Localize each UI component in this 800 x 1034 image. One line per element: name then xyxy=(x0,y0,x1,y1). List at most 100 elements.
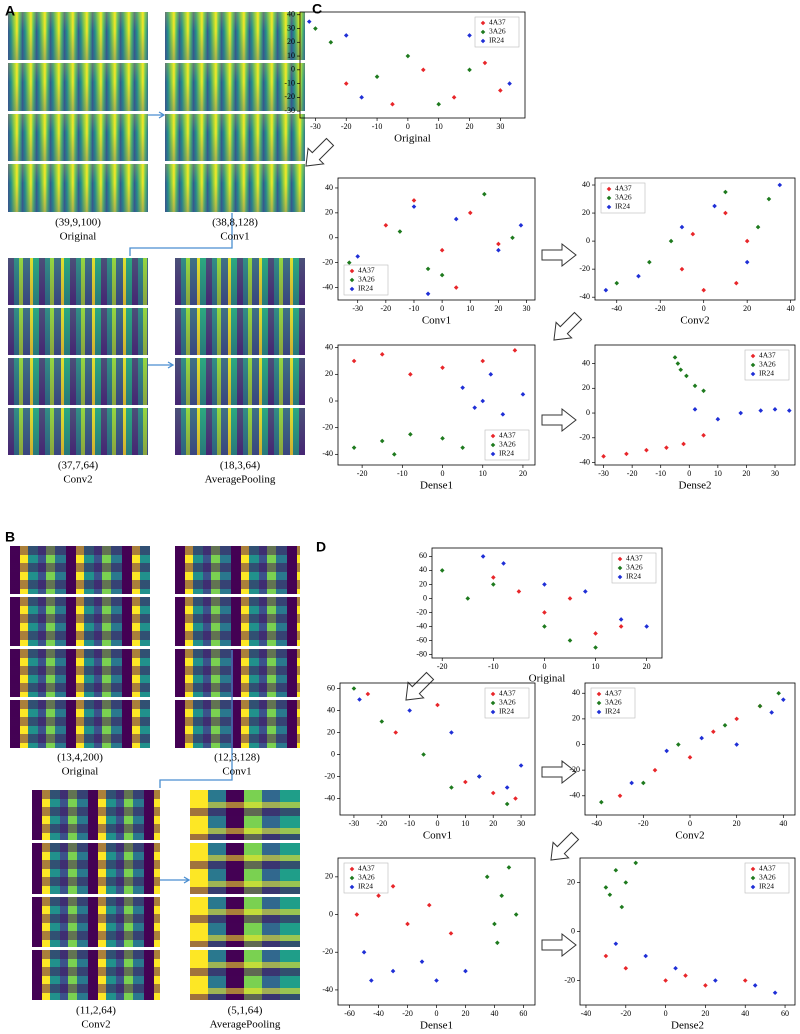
y-tick-label: 20 xyxy=(582,208,590,217)
y-tick-label: -30 xyxy=(284,106,295,115)
point xyxy=(613,941,619,947)
y-tick-label: -20 xyxy=(322,422,333,431)
point xyxy=(408,372,413,377)
plot-frame xyxy=(337,344,536,466)
x-tick-label: -10 xyxy=(409,304,420,313)
feature-map xyxy=(165,12,305,212)
point xyxy=(607,892,613,898)
point xyxy=(723,210,728,216)
point xyxy=(390,883,396,889)
point xyxy=(734,716,739,722)
y-tick-label: -20 xyxy=(324,771,335,780)
point xyxy=(500,412,506,417)
point xyxy=(776,690,781,696)
panel-label: A xyxy=(5,3,15,19)
point xyxy=(542,582,547,587)
x-tick-label: 20 xyxy=(733,819,741,828)
point xyxy=(744,259,750,265)
legend-label: IR24 xyxy=(626,572,641,581)
plot-title: Conv2 xyxy=(675,830,704,842)
x-tick-label: 0 xyxy=(436,819,440,828)
point xyxy=(405,921,410,927)
point xyxy=(449,730,454,735)
point xyxy=(629,780,634,786)
x-tick-label: -30 xyxy=(349,819,360,828)
point xyxy=(435,702,440,708)
x-tick-label: 0 xyxy=(435,1009,439,1018)
legend-marker xyxy=(606,204,612,210)
x-tick-label: -10 xyxy=(372,122,383,131)
plot-frame xyxy=(431,547,663,659)
plot-title: Original xyxy=(394,133,431,145)
y-tick-label: 40 xyxy=(582,180,590,189)
point xyxy=(679,266,685,272)
y-tick-label: -20 xyxy=(564,975,575,984)
legend-marker xyxy=(349,866,355,872)
point xyxy=(448,931,454,936)
y-tick-label: -20 xyxy=(569,765,580,774)
point xyxy=(434,978,439,983)
x-tick-label: -20 xyxy=(627,469,638,478)
point xyxy=(712,203,717,209)
x-tick-label: 40 xyxy=(490,1009,498,1018)
legend-label: 3A26 xyxy=(358,873,375,882)
point xyxy=(786,408,792,413)
y-tick-label: -80 xyxy=(416,649,427,658)
legend-label: IR24 xyxy=(499,449,514,458)
point xyxy=(393,730,399,735)
point xyxy=(692,407,698,412)
x-tick-label: 20 xyxy=(461,1009,469,1018)
point xyxy=(518,223,524,228)
legend-label: IR24 xyxy=(358,284,373,293)
point xyxy=(488,372,494,377)
legend-marker xyxy=(349,875,355,881)
point xyxy=(769,710,774,715)
x-tick-label: 0 xyxy=(441,469,445,478)
legend-label: 3A26 xyxy=(626,563,643,572)
x-tick-label: -40 xyxy=(591,819,602,828)
fm-name: Original xyxy=(60,231,97,243)
point xyxy=(755,224,761,230)
y-tick-label: 20 xyxy=(582,383,590,392)
legend-marker xyxy=(480,20,486,26)
point xyxy=(703,983,708,988)
x-tick-label: 60 xyxy=(519,1009,527,1018)
feature-map xyxy=(32,790,160,1000)
point xyxy=(376,893,381,898)
y-tick-label: -10 xyxy=(284,78,295,87)
point xyxy=(603,287,609,293)
plot-title: Dense1 xyxy=(420,480,453,492)
point xyxy=(777,182,783,188)
legend-marker xyxy=(750,362,756,368)
point xyxy=(405,53,411,59)
legend-marker xyxy=(480,38,486,44)
y-tick-label: 40 xyxy=(582,358,590,367)
point xyxy=(482,191,487,197)
point xyxy=(518,763,524,768)
point xyxy=(766,196,772,202)
legend-marker xyxy=(490,709,496,715)
legend-label: IR24 xyxy=(615,202,630,211)
point xyxy=(421,752,426,757)
x-tick-label: 40 xyxy=(779,819,787,828)
point xyxy=(357,697,362,702)
x-tick-label: 0 xyxy=(440,304,444,313)
y-tick-label: -20 xyxy=(284,92,295,101)
x-tick-label: -10 xyxy=(404,819,415,828)
x-tick-label: 20 xyxy=(742,469,750,478)
x-tick-label: 0 xyxy=(688,819,692,828)
y-tick-label: 0 xyxy=(329,396,333,405)
y-tick-label: -40 xyxy=(322,449,333,458)
legend-label: IR24 xyxy=(358,882,373,891)
panel-label: D xyxy=(316,539,326,555)
point xyxy=(614,280,620,286)
hollow-arrows xyxy=(305,137,583,958)
y-tick-label: 10 xyxy=(287,51,295,60)
feature-map xyxy=(175,546,300,748)
legend-marker xyxy=(617,565,623,571)
y-tick-label: 20 xyxy=(325,369,333,378)
legend-label: IR24 xyxy=(499,707,514,716)
point xyxy=(426,902,432,908)
y-tick-label: 0 xyxy=(291,65,295,74)
y-tick-label: 0 xyxy=(576,739,580,748)
